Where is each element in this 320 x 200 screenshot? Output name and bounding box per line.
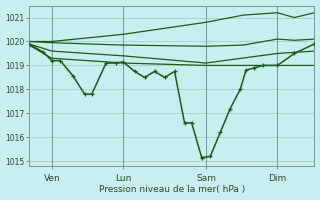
X-axis label: Pression niveau de la mer( hPa ): Pression niveau de la mer( hPa ) <box>99 185 245 194</box>
